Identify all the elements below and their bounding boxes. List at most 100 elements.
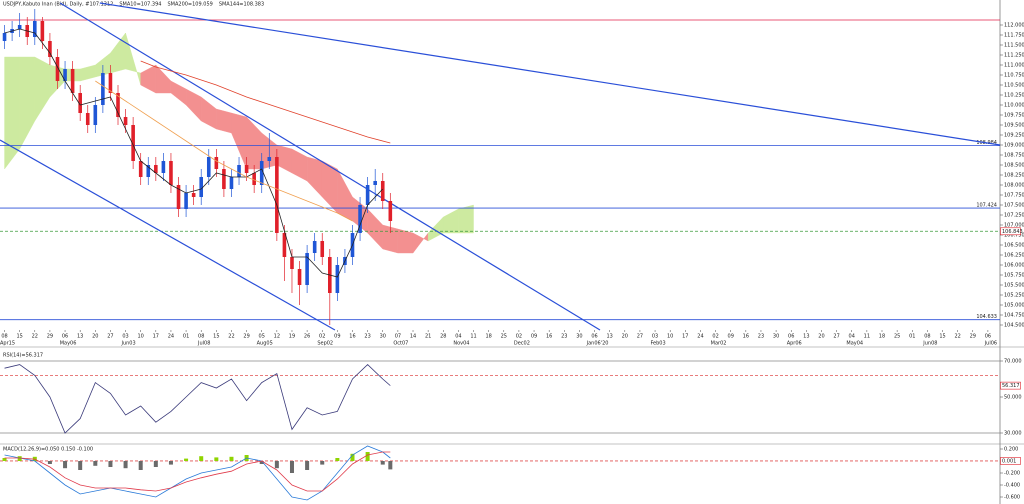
candle-body (123, 117, 128, 125)
x-month-label: Jun03 (120, 341, 135, 347)
y-tick-label: 110.500 (1004, 83, 1024, 89)
x-tick-label: 03 (122, 334, 128, 340)
chart-title: USDJPY,Kabuto Inan (Bid), Daily, #107.13… (3, 2, 113, 8)
y-tick-label: 108.500 (1004, 163, 1024, 169)
x-tick-label: 02 (319, 334, 325, 340)
histogram-bar (2, 458, 7, 461)
candle-body (146, 165, 151, 177)
histogram-bar (153, 461, 158, 467)
cloud-segment (216, 108, 232, 134)
x-tick-label: 18 (879, 334, 885, 340)
candle-body (282, 233, 287, 257)
indicator-line (4, 445, 391, 501)
candle-body (312, 241, 317, 253)
x-tick-label: 01 (183, 334, 189, 340)
histogram-bar (199, 456, 204, 461)
legend-entry: SMA200=109.059 (167, 2, 212, 8)
y-tick-label: 106.250 (1004, 253, 1024, 259)
x-tick-label: 01 (909, 334, 915, 340)
histogram-bar (380, 461, 385, 465)
candle-body (358, 205, 362, 233)
y-tick-label: 70.000 (1004, 359, 1022, 365)
y-tick-label: -0.400 (1004, 483, 1020, 489)
candle-body (290, 257, 294, 269)
candle-body (176, 185, 181, 209)
level-label-box (1000, 457, 1021, 465)
cloud-segment (397, 228, 414, 254)
histogram-bar (78, 461, 83, 470)
indicator-line (4, 451, 391, 492)
x-tick-label: 04 (849, 334, 855, 340)
y-tick-label: 109.250 (1004, 133, 1024, 139)
x-tick-label: 29 (47, 334, 53, 340)
legend-entry: SMA10=107.394 (119, 2, 161, 8)
x-tick-label: 10 (138, 334, 144, 340)
x-tick-label: 24 (168, 334, 174, 340)
y-tick-label: 111.750 (1004, 33, 1024, 39)
x-tick-label: 23 (364, 334, 370, 340)
x-tick-label: 13 (606, 334, 612, 340)
x-tick-label: 27 (637, 334, 643, 340)
x-tick-label: 30 (773, 334, 779, 340)
y-tick-label: 104.750 (1004, 313, 1024, 319)
x-tick-label: 23 (561, 334, 567, 340)
x-tick-label: 21 (425, 334, 431, 340)
candle-body (259, 161, 264, 185)
x-tick-label: 10 (667, 334, 673, 340)
histogram-bar (93, 461, 98, 466)
candle-body (55, 57, 60, 81)
y-tick-label: 111.500 (1004, 43, 1024, 49)
candle-body (267, 157, 272, 161)
x-month-label: Jan06'20 (586, 341, 609, 347)
candle-body (101, 73, 105, 105)
x-tick-label: 19 (289, 334, 295, 340)
y-tick-label: 106.000 (1004, 263, 1024, 269)
x-tick-label: 18 (485, 334, 491, 340)
y-tick-label: 107.000 (1004, 223, 1024, 229)
level-label: 56.317 (1002, 383, 1020, 389)
indicator-line (4, 364, 391, 434)
x-tick-label: 05 (259, 334, 265, 340)
histogram-bar (350, 453, 355, 461)
histogram-bar (388, 461, 393, 470)
y-tick-label: 108.250 (1004, 173, 1024, 179)
x-tick-label: 02 (516, 334, 522, 340)
x-tick-label: 07 (395, 334, 401, 340)
y-tick-label: 106.500 (1004, 243, 1024, 249)
x-tick-label: 12 (274, 334, 280, 340)
x-month-label: Sep02 (317, 341, 333, 347)
x-tick-label: 22 (32, 334, 38, 340)
candle-body (40, 21, 45, 41)
candle-body (335, 265, 340, 293)
chart-title: MACD(12,26,9)=0.050 0.150 -0.100 (3, 447, 93, 453)
histogram-bar (47, 461, 52, 464)
x-tick-label: 16 (743, 334, 749, 340)
x-tick-label: 06 (985, 334, 991, 340)
candle-body (237, 165, 241, 177)
x-tick-label: 14 (410, 334, 416, 340)
candle-body (78, 93, 82, 113)
candle-body (108, 73, 113, 93)
chart-title: RSI(14)=56.317 (3, 353, 43, 359)
candle-body (70, 69, 75, 93)
level-label: 107.424 (976, 203, 997, 209)
histogram-bar (138, 461, 143, 470)
x-month-label: Nov04 (453, 341, 469, 347)
y-tick-label: 30.000 (1004, 431, 1022, 437)
histogram-bar (320, 461, 325, 465)
x-month-label: Jun08 (922, 341, 937, 347)
x-tick-label: 29 (970, 334, 976, 340)
x-tick-label: 23 (758, 334, 764, 340)
candle-body (48, 41, 52, 57)
histogram-bar (305, 461, 310, 470)
x-month-label: May04 (846, 341, 863, 347)
y-tick-label: 110.250 (1004, 93, 1024, 99)
x-tick-label: 27 (107, 334, 113, 340)
x-month-label: Feb03 (650, 341, 665, 347)
candle-body (138, 161, 143, 177)
histogram-bar (229, 456, 234, 461)
x-month-label: Oct07 (393, 341, 408, 347)
y-tick-label: 110.000 (1004, 103, 1024, 109)
x-month-label: Dec02 (514, 341, 530, 347)
